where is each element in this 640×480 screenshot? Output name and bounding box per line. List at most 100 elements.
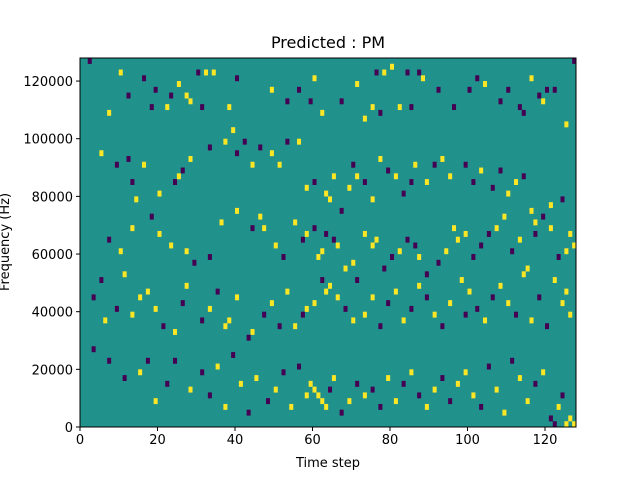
- heatmap-cell: [529, 75, 534, 82]
- heatmap-cell: [517, 104, 522, 111]
- heatmap-cell: [188, 156, 193, 162]
- heatmap-cell: [176, 81, 181, 87]
- heatmap-cell: [417, 69, 422, 76]
- heatmap-cell: [424, 403, 429, 410]
- heatmap-cell: [277, 161, 282, 168]
- heatmap-cell: [463, 369, 468, 376]
- heatmap-cell: [87, 58, 92, 64]
- heatmap-cell: [560, 300, 565, 307]
- heatmap-cell: [339, 409, 344, 416]
- heatmap-cell: [525, 398, 530, 405]
- heatmap-cell: [355, 173, 360, 180]
- heatmap-cell: [568, 415, 573, 422]
- heatmap-cell: [370, 196, 375, 203]
- heatmap-cell: [126, 156, 131, 162]
- heatmap-cell: [262, 311, 267, 318]
- heatmap-cell: [304, 305, 309, 312]
- heatmap-cell: [483, 81, 488, 87]
- heatmap-cell: [114, 305, 119, 312]
- heatmap-cell: [324, 230, 329, 237]
- heatmap-cell: [227, 104, 232, 111]
- heatmap-cell: [266, 398, 271, 405]
- heatmap-cell: [107, 236, 112, 243]
- heatmap-cell: [370, 294, 375, 301]
- heatmap-cell: [572, 58, 577, 64]
- heatmap-cell: [568, 230, 573, 237]
- heatmap-cell: [490, 184, 495, 191]
- heatmap-cell: [382, 69, 387, 76]
- heatmap-cell: [316, 254, 321, 260]
- y-tick-label: 0: [65, 421, 73, 436]
- heatmap-cell: [510, 357, 515, 364]
- heatmap-cell: [351, 317, 356, 324]
- heatmap-cell: [564, 248, 569, 255]
- heatmap-cell: [556, 254, 561, 260]
- heatmap-cell: [297, 138, 302, 145]
- heatmap-cell: [107, 109, 112, 116]
- heatmap-cell: [479, 167, 484, 174]
- heatmap-cell: [130, 311, 135, 318]
- heatmap-cell: [448, 173, 453, 180]
- heatmap-cell: [262, 225, 267, 232]
- heatmap-cell: [413, 161, 418, 168]
- heatmap-cell: [545, 86, 550, 93]
- heatmap-cell: [572, 421, 577, 428]
- heatmap-cell: [378, 323, 383, 330]
- y-tick-label: 60000: [32, 248, 73, 263]
- heatmap-cell: [455, 380, 460, 387]
- heatmap-cell: [343, 305, 348, 312]
- heatmap-cell: [269, 86, 274, 93]
- heatmap-cell: [537, 92, 542, 99]
- heatmap-cell: [138, 294, 143, 301]
- heatmap-cell: [161, 323, 166, 330]
- heatmap-cell: [300, 311, 305, 318]
- heatmap-cell: [537, 294, 542, 301]
- heatmap-cell: [572, 242, 577, 249]
- heatmap-cell: [479, 403, 484, 410]
- heatmap-cell: [514, 311, 519, 318]
- heatmap-cell: [545, 323, 550, 330]
- heatmap-cell: [304, 230, 309, 237]
- heatmap-cell: [285, 138, 290, 145]
- heatmap-cell: [285, 98, 290, 105]
- heatmap-cell: [173, 357, 178, 364]
- heatmap-cell: [432, 386, 437, 393]
- heatmap-cell: [444, 248, 449, 255]
- heatmap-cell: [483, 317, 488, 324]
- heatmap-cell: [281, 369, 286, 376]
- heatmap-cell: [401, 317, 406, 324]
- heatmap-cell: [432, 161, 437, 168]
- heatmap-cell: [258, 144, 263, 151]
- heatmap-cell: [300, 236, 305, 243]
- heatmap-cell: [289, 403, 294, 410]
- heatmap-cell: [223, 403, 228, 410]
- heatmap-cell: [269, 300, 274, 307]
- heatmap-cell: [312, 300, 317, 307]
- heatmap-cell: [235, 150, 240, 157]
- heatmap-cell: [320, 248, 325, 255]
- heatmap-cell: [351, 259, 356, 266]
- heatmap-cell: [200, 317, 205, 324]
- heatmap-cell: [374, 236, 379, 243]
- heatmap-cell: [517, 236, 522, 243]
- heatmap-cell: [533, 230, 538, 237]
- heatmap-cell: [331, 236, 336, 243]
- y-tick-label: 40000: [32, 306, 73, 321]
- heatmap-cell: [103, 317, 108, 324]
- heatmap-cell: [273, 386, 278, 393]
- heatmap-cell: [219, 219, 224, 226]
- heatmap-cell: [405, 236, 410, 243]
- heatmap-cell: [331, 173, 336, 180]
- heatmap-cell: [312, 179, 317, 185]
- heatmap-cell: [452, 104, 457, 111]
- heatmap-cell: [165, 104, 170, 111]
- heatmap-cell: [173, 328, 178, 335]
- heatmap-cell: [153, 86, 158, 93]
- heatmap-cell: [335, 294, 340, 301]
- heatmap-cell: [467, 86, 472, 93]
- x-tick-label: 40: [227, 433, 244, 448]
- heatmap-cell: [285, 288, 290, 295]
- heatmap-cell: [362, 179, 367, 185]
- heatmap-cell: [308, 98, 313, 105]
- heatmap-cell: [556, 403, 561, 410]
